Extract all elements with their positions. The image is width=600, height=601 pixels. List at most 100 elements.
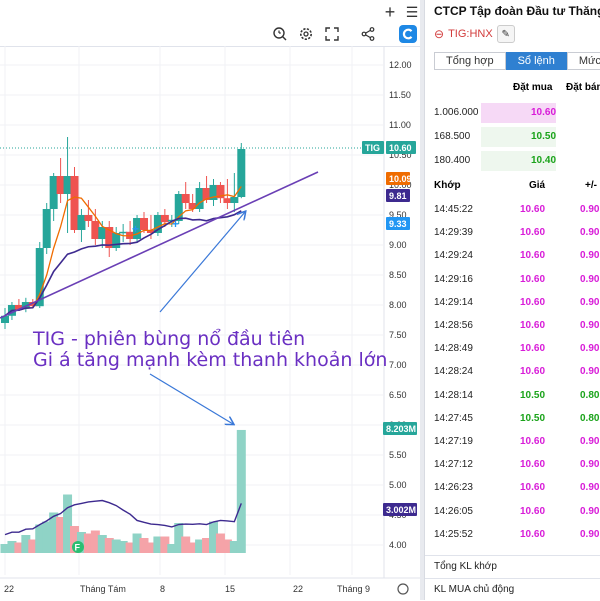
axis-settings-icon bbox=[397, 583, 409, 595]
candle-body bbox=[223, 198, 232, 203]
volume-bar bbox=[70, 526, 79, 553]
volume-bar bbox=[111, 539, 121, 553]
trade-price: 10.60 bbox=[520, 459, 546, 471]
trade-time: 14:28:56 bbox=[434, 320, 473, 331]
trade-time: 14:29:16 bbox=[434, 273, 473, 285]
volume-bar bbox=[7, 541, 17, 553]
time-tick-label: 22 bbox=[293, 584, 303, 594]
trade-time: 14:27:12 bbox=[434, 459, 473, 471]
ma-long-line bbox=[4, 210, 242, 317]
magnifier-clock-icon[interactable] bbox=[268, 22, 292, 46]
ma-short-tag: 10.09 bbox=[389, 174, 412, 184]
trade-price: 10.50 bbox=[520, 412, 546, 424]
c-logo-icon[interactable] bbox=[396, 22, 420, 46]
orderbook-row[interactable]: 168.500 10.50 bbox=[425, 126, 600, 148]
volume-bar bbox=[90, 530, 100, 553]
trade-row[interactable]: 14:29:39 10.60 0.90 bbox=[425, 223, 600, 243]
trade-row[interactable]: 14:25:52 10.60 0.90 bbox=[425, 525, 600, 545]
trade-change: 0.90 bbox=[580, 204, 600, 215]
bid-price: 10.40 bbox=[531, 155, 557, 166]
trade-time: 14:26:23 bbox=[434, 482, 473, 494]
fullscreen-icon[interactable] bbox=[320, 22, 344, 46]
gear-icon[interactable] bbox=[294, 22, 318, 46]
trade-row[interactable]: 14:29:16 10.60 0.90 bbox=[425, 270, 600, 290]
trade-time: 14:28:24 bbox=[434, 366, 473, 378]
candle-body bbox=[140, 218, 148, 230]
trade-price: 10.60 bbox=[520, 343, 546, 355]
remove-icon[interactable]: ⊖ bbox=[434, 27, 445, 41]
trade-row[interactable]: 14:26:05 10.60 0.90 bbox=[425, 502, 600, 522]
last-price-tag: 10.60 bbox=[389, 143, 412, 153]
last-price-tag-bg bbox=[386, 141, 416, 154]
trade-row[interactable]: 14:27:12 10.60 0.90 bbox=[425, 455, 600, 475]
volume-bar bbox=[28, 539, 38, 553]
trade-time: 14:28:14 bbox=[434, 389, 473, 401]
trade-row[interactable]: 14:28:24 10.60 0.90 bbox=[425, 362, 600, 382]
active-buy-row[interactable]: KL MUA chủ động bbox=[425, 578, 600, 600]
volume-bar bbox=[229, 541, 239, 553]
hamburger-icon[interactable]: ☰ bbox=[405, 3, 419, 20]
trade-row[interactable]: 14:26:23 10.60 0.90 bbox=[425, 478, 600, 498]
trade-row[interactable]: 14:29:24 10.60 0.90 bbox=[425, 246, 600, 266]
volume-bar bbox=[97, 535, 107, 553]
candle-body bbox=[28, 302, 37, 307]
event-marker-circle bbox=[72, 541, 84, 553]
time-tick-label: 22 bbox=[4, 584, 14, 594]
trade-time: 14:27:19 bbox=[434, 436, 473, 447]
trade-price: 10.60 bbox=[520, 250, 546, 262]
trade-time: 14:25:52 bbox=[434, 528, 473, 540]
annotation-line-1: TIG - phiên bùng nổ đầu tiên bbox=[32, 328, 305, 350]
plus-button[interactable]: + bbox=[384, 1, 396, 22]
candle-body bbox=[1, 315, 9, 323]
volume-bar bbox=[0, 544, 10, 553]
candle-body bbox=[230, 197, 239, 203]
support-trendline bbox=[0, 171, 319, 319]
trade-price: 10.60 bbox=[520, 482, 546, 494]
trade-change: 0.80 bbox=[580, 412, 600, 424]
bid-price: 10.50 bbox=[531, 131, 557, 142]
trade-row[interactable]: 14:28:56 10.60 0.90 bbox=[425, 316, 600, 336]
panel-divider[interactable] bbox=[420, 0, 424, 600]
trade-row[interactable]: 14:27:19 10.60 0.90 bbox=[425, 432, 600, 452]
ma-long-tag: 9.81 bbox=[389, 191, 407, 201]
time-header: Khớp bbox=[434, 180, 461, 191]
trade-price: 10.60 bbox=[520, 204, 546, 215]
bid-volume: 168.500 bbox=[434, 131, 471, 142]
candle-body bbox=[56, 176, 65, 194]
volume-bar bbox=[42, 521, 52, 553]
trade-time: 14:28:49 bbox=[434, 343, 473, 355]
tab-so-lenh[interactable]: Sổ lệnh bbox=[505, 52, 567, 70]
trade-row[interactable]: 14:45:22 10.60 0.90 bbox=[425, 200, 600, 220]
price-tick-label: 11.00 bbox=[389, 120, 411, 130]
total-volume-row[interactable]: Tổng KL khớp bbox=[425, 555, 600, 577]
trade-change: 0.80 bbox=[580, 389, 600, 401]
tab-tong-hop[interactable]: Tổng hợp bbox=[434, 52, 506, 70]
trade-time: 14:26:05 bbox=[434, 505, 473, 517]
volume-bar bbox=[132, 533, 142, 553]
candle-body bbox=[146, 230, 155, 233]
volume-ma-tag: 3.002M bbox=[386, 505, 416, 515]
price-chart[interactable]: 12.0011.5011.0010.5010.009.509.008.508.0… bbox=[0, 0, 420, 600]
candle-body bbox=[98, 227, 107, 239]
annotation-line-2: Gi á tăng mạnh kèm thanh khoản lớn bbox=[33, 349, 387, 371]
candle-body bbox=[133, 218, 142, 239]
bid-bg bbox=[481, 151, 556, 171]
candle-body bbox=[91, 221, 100, 239]
trade-row[interactable]: 14:27:45 10.50 0.80 bbox=[425, 409, 600, 429]
trade-change: 0.90 bbox=[580, 436, 600, 447]
chart-panel[interactable]: + ☰ 12.0011.5011.0010.5010.009.509.008.5… bbox=[0, 0, 420, 600]
tab-muc-gia[interactable]: Mức g bbox=[566, 52, 600, 70]
pencil-icon[interactable]: ✎ bbox=[496, 25, 515, 43]
share-icon[interactable] bbox=[356, 22, 380, 46]
volume-bar bbox=[222, 539, 232, 553]
trade-change: 0.90 bbox=[580, 482, 600, 494]
trade-row[interactable]: 14:28:14 10.50 0.80 bbox=[425, 386, 600, 406]
orderbook-row[interactable]: 1.006.000 10.60 bbox=[425, 102, 600, 124]
trade-change: 0.90 bbox=[580, 250, 600, 262]
trade-price: 10.60 bbox=[520, 505, 546, 517]
trade-row[interactable]: 14:29:14 10.60 0.90 bbox=[425, 293, 600, 313]
volume-bar bbox=[21, 535, 31, 553]
orderbook-row[interactable]: 180.400 10.40 bbox=[425, 150, 600, 172]
trade-row[interactable]: 14:28:49 10.60 0.90 bbox=[425, 339, 600, 359]
candle-body bbox=[49, 176, 58, 209]
